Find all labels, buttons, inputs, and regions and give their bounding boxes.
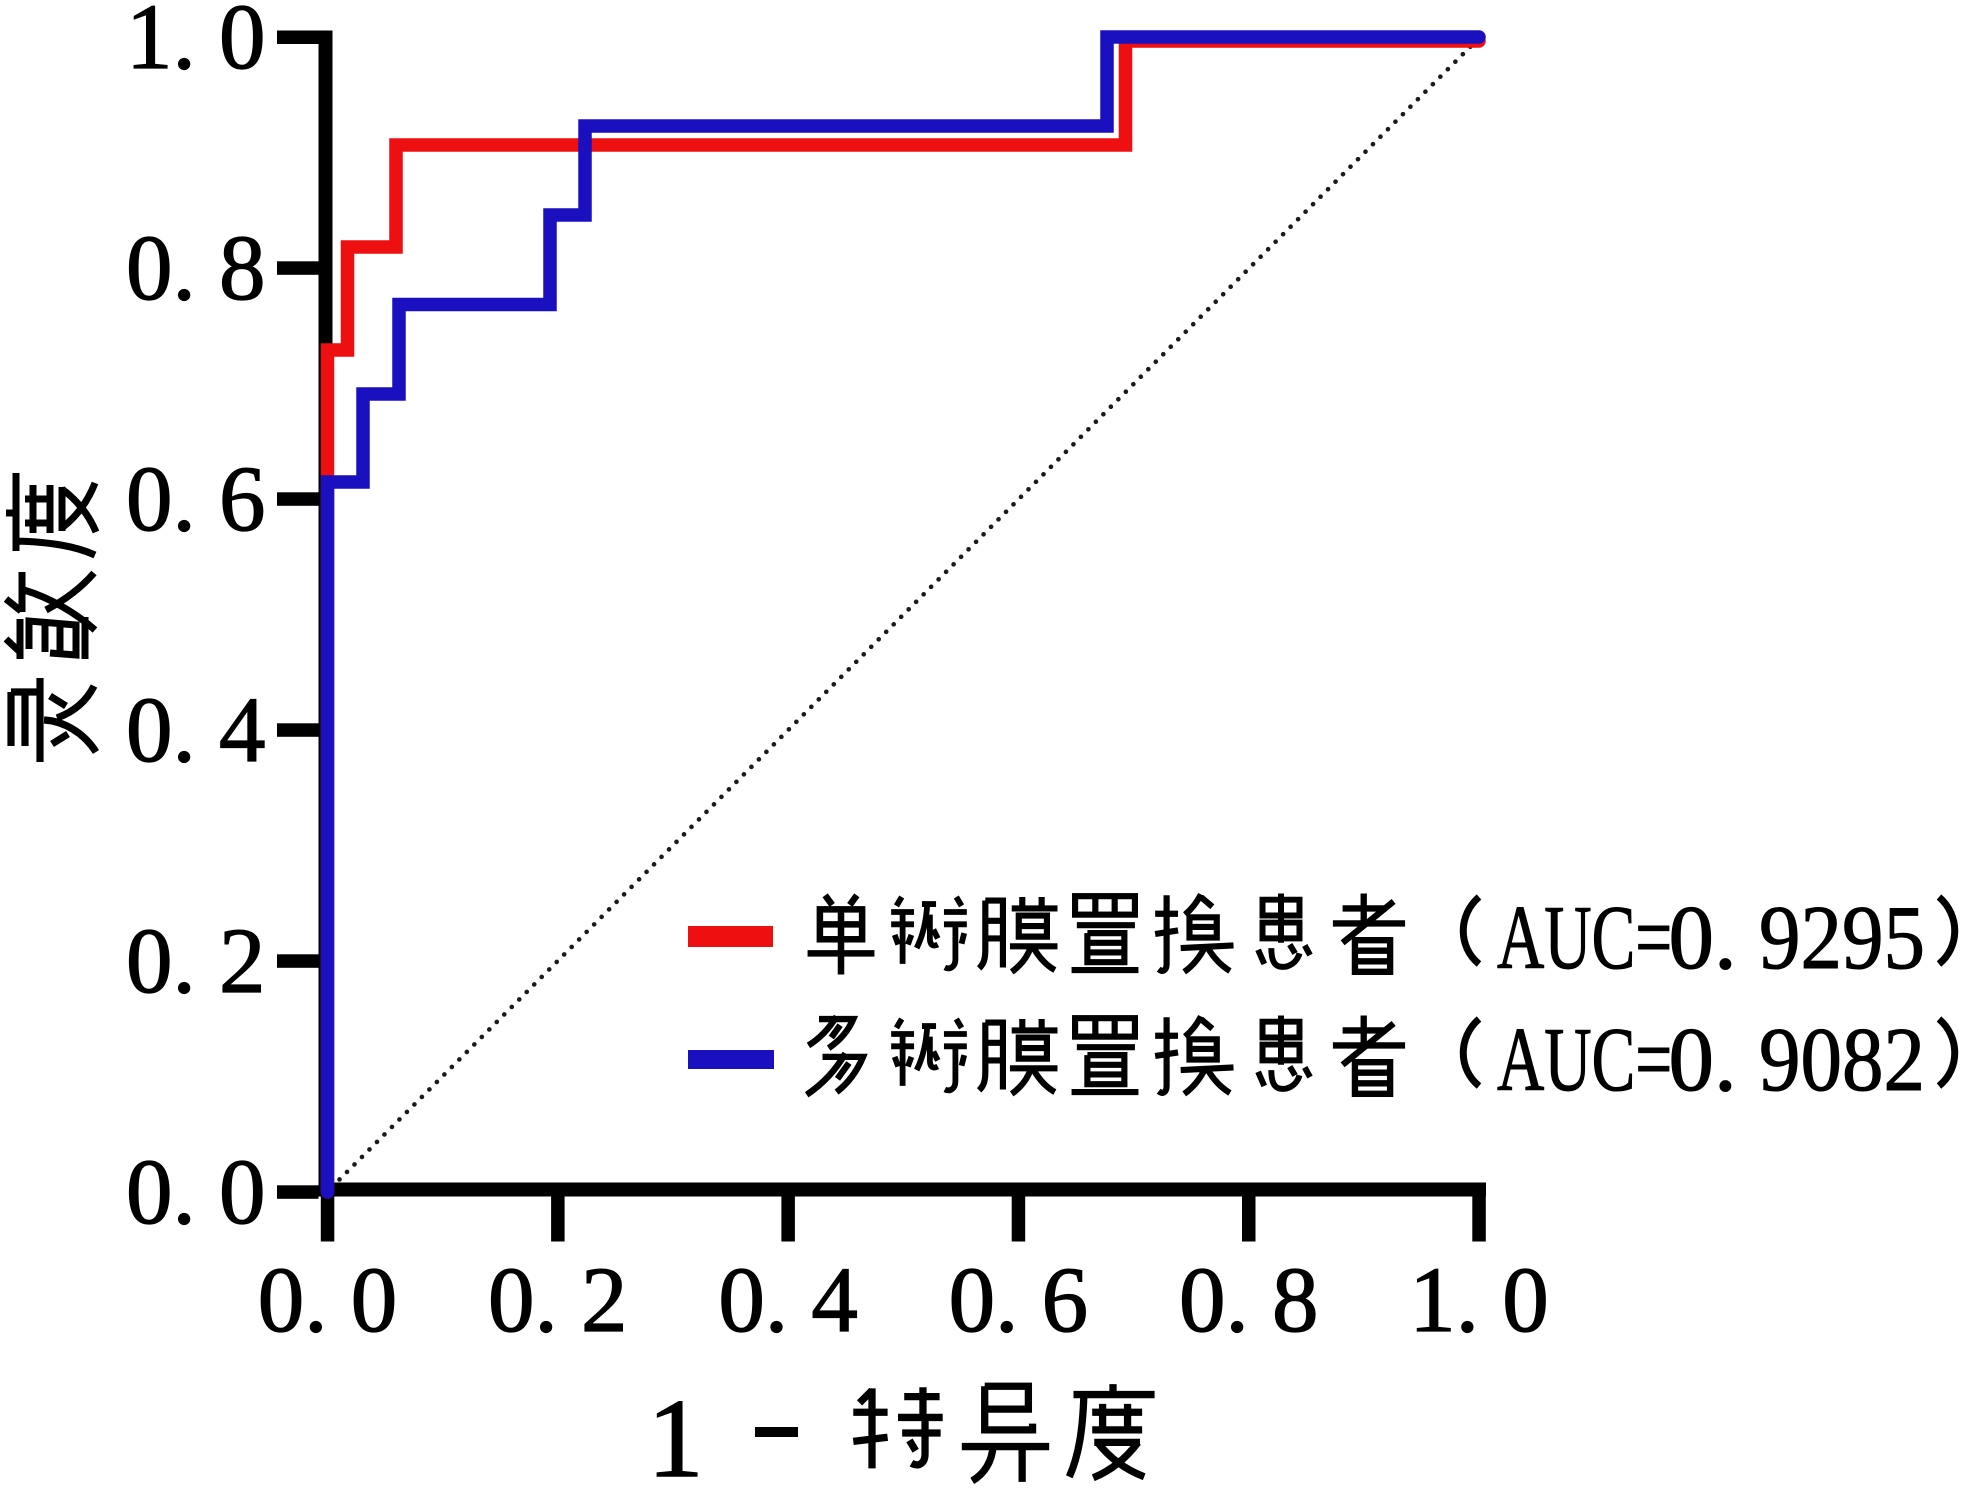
svg-text:0. 4: 0. 4 — [126, 679, 266, 782]
svg-text:0.: 0. — [1669, 887, 1737, 988]
svg-text:1. 0: 1. 0 — [1409, 1249, 1549, 1352]
svg-text:0. 6: 0. 6 — [126, 448, 266, 551]
svg-text:0. 0: 0. 0 — [126, 1141, 266, 1244]
svg-text:0. 6: 0. 6 — [949, 1249, 1089, 1352]
svg-text:9082: 9082 — [1759, 1008, 1925, 1109]
svg-text:9295: 9295 — [1759, 886, 1925, 987]
svg-text:0.: 0. — [1669, 1009, 1737, 1110]
svg-text:0. 2: 0. 2 — [488, 1249, 628, 1352]
svg-text:AUC=: AUC= — [1497, 888, 1672, 989]
svg-text:AUC=: AUC= — [1497, 1010, 1672, 1111]
svg-text:0. 8: 0. 8 — [1179, 1249, 1319, 1352]
svg-text:0. 8: 0. 8 — [126, 217, 266, 320]
svg-text:1: 1 — [648, 1377, 704, 1487]
svg-text:0. 4: 0. 4 — [718, 1249, 858, 1352]
svg-text:0. 0: 0. 0 — [258, 1249, 398, 1352]
svg-text:1. 0: 1. 0 — [126, 0, 266, 89]
svg-text:0. 2: 0. 2 — [126, 910, 266, 1013]
